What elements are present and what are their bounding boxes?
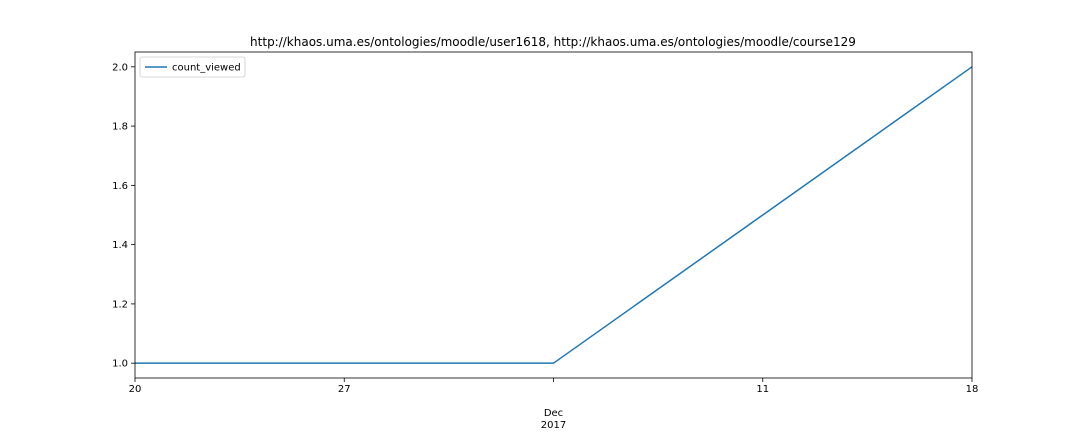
x-tick-label: 11: [756, 384, 769, 395]
x-tick-label: 18: [966, 384, 979, 395]
x-tick-label: 20: [129, 384, 142, 395]
legend-label: count_viewed: [172, 63, 241, 74]
y-tick-label: 1.4: [112, 240, 128, 251]
legend-box: [139, 56, 246, 78]
legend: count_viewed: [139, 56, 246, 78]
x-tick-label-year: 2017: [541, 420, 566, 431]
plot-area: [134, 51, 973, 379]
y-tick-label: 1.6: [112, 181, 128, 192]
x-tick-label: 27: [338, 384, 351, 395]
y-tick-label: 1.8: [112, 122, 128, 133]
y-tick-label: 1.2: [112, 299, 128, 310]
y-axis: 1.0 1.2 1.4 1.6 1.8 2.0: [112, 62, 135, 370]
y-tick-label: 1.0: [112, 359, 128, 370]
x-tick-label: Dec: [544, 408, 563, 419]
series-line-count_viewed: [135, 66, 973, 364]
y-tick-label: 2.0: [112, 62, 128, 73]
plot-frame: [134, 51, 973, 379]
chart-title: http://khaos.uma.es/ontologies/moodle/us…: [250, 35, 856, 49]
